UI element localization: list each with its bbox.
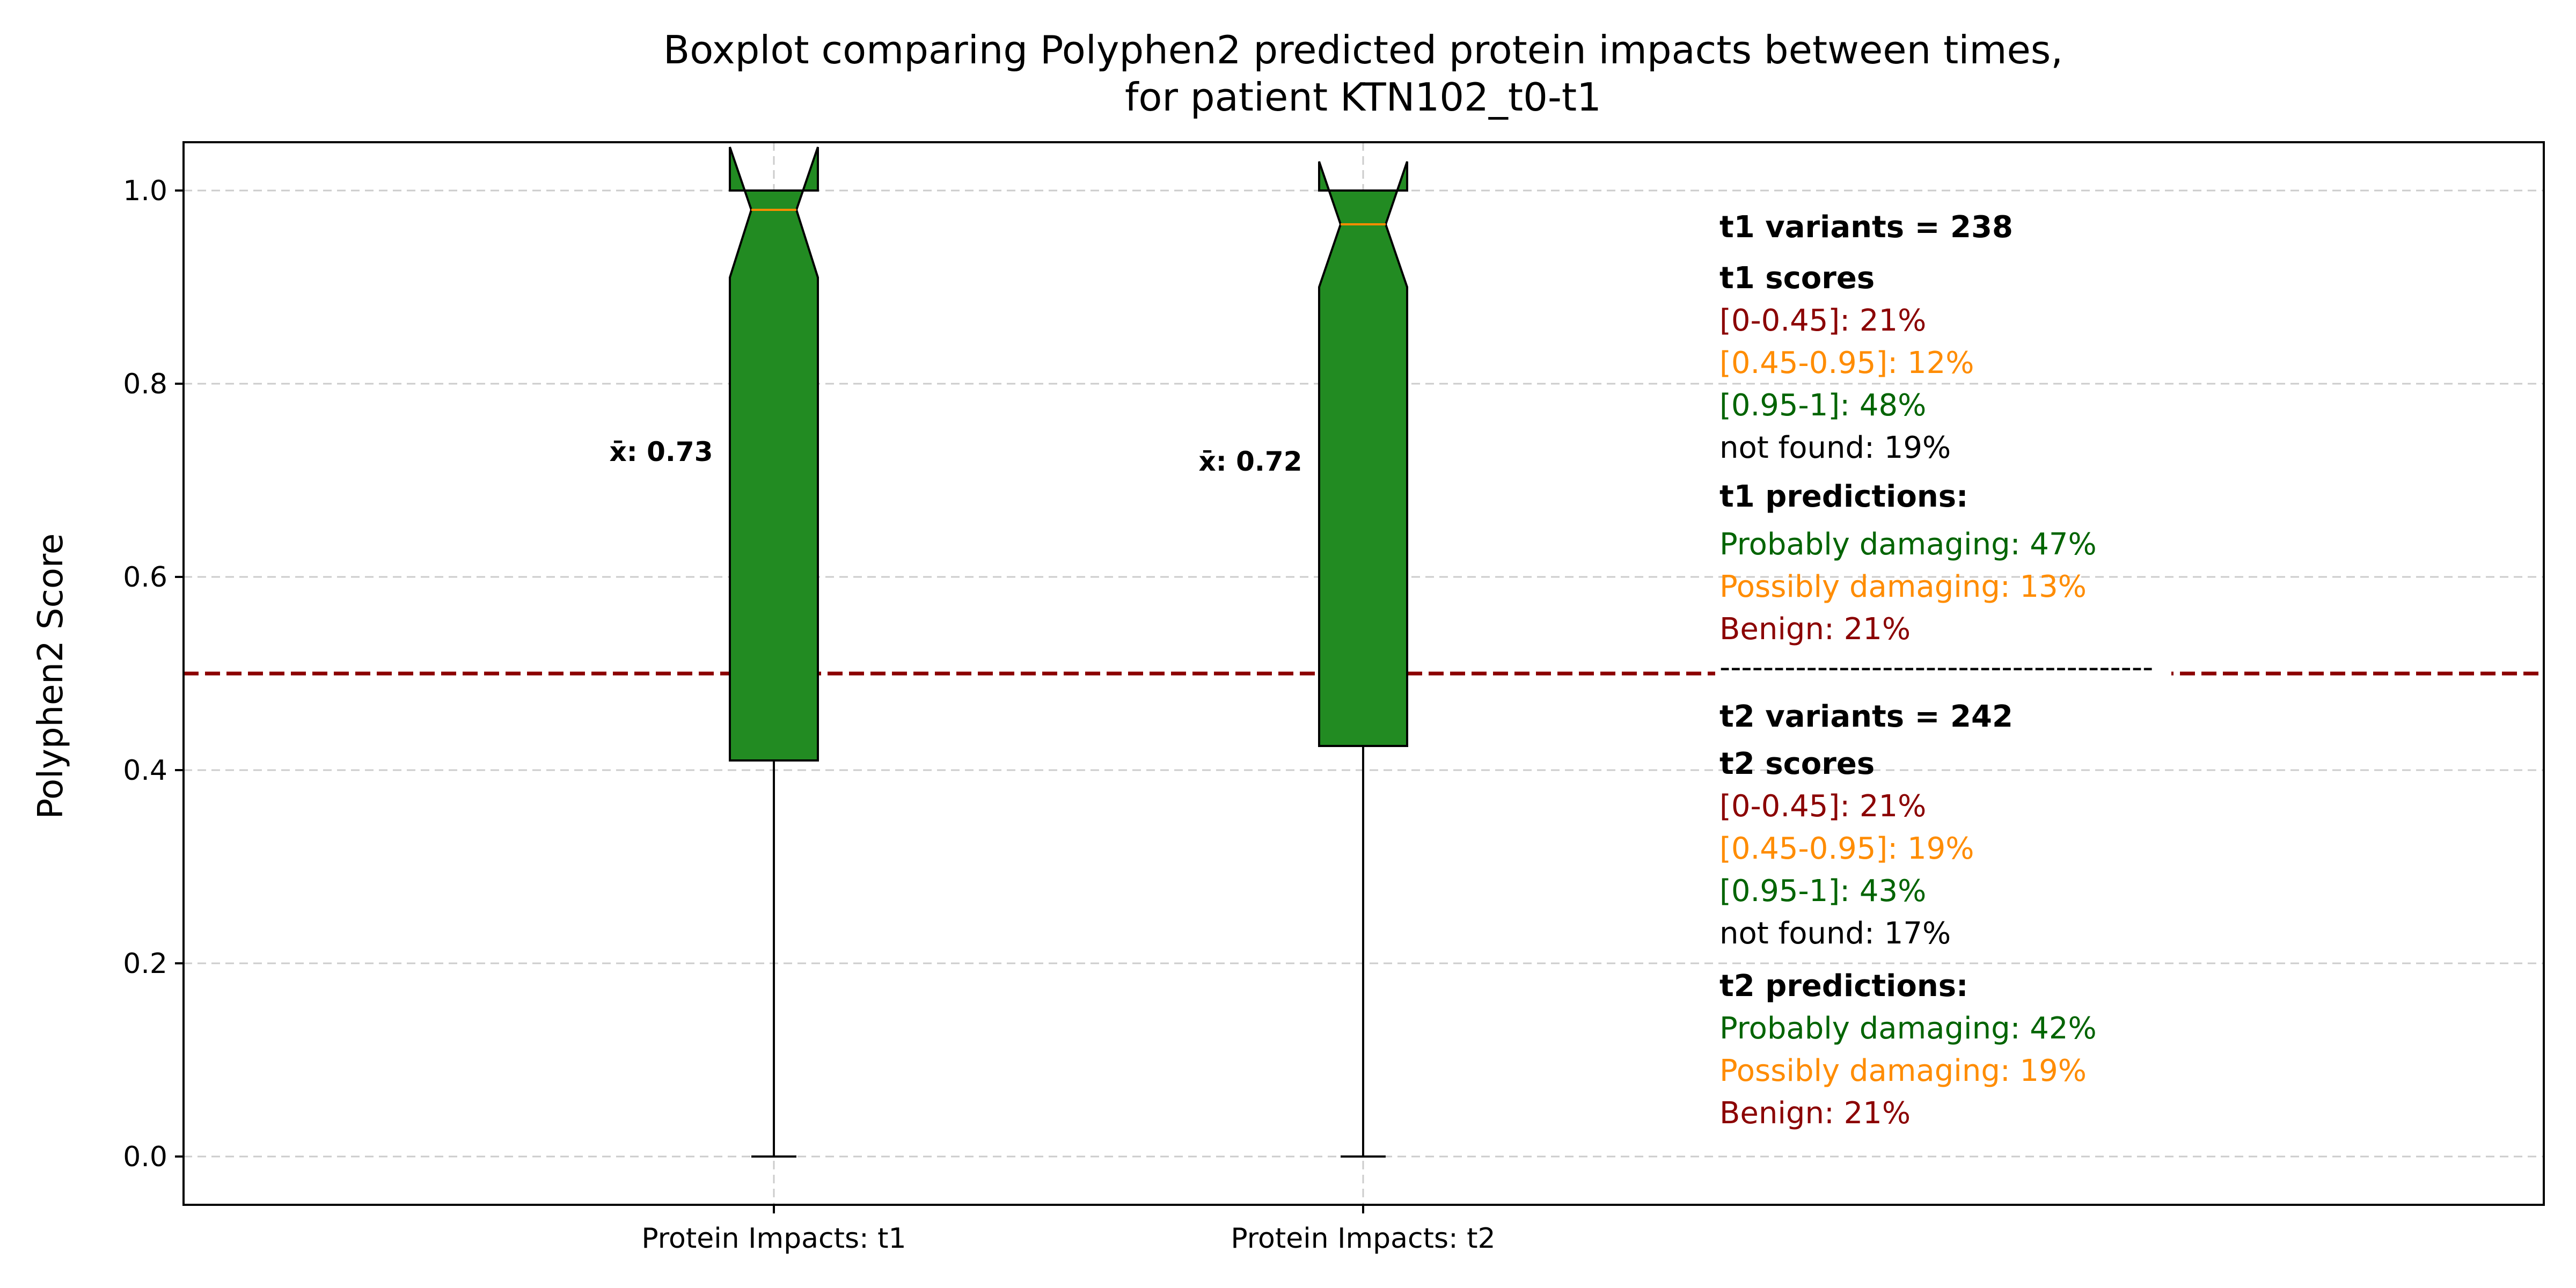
y-tick-label-3: 0.6 (123, 561, 167, 594)
chart-title-line2: for patient KTN102_t0-t1 (1125, 75, 1601, 120)
t2-predictions-header: t2 predictions: (1719, 969, 1968, 1004)
t2-poss-damaging: Possibly damaging: 19% (1719, 1053, 2087, 1088)
annotation-panel: t1 variants = 238 t1 scores [0-0.45]: 21… (1715, 210, 2171, 1131)
annotation-separator: ---------------------------------------- (1719, 650, 2153, 685)
y-tick-label-0: 0.0 (123, 1141, 167, 1173)
mean-label-1: x̄: 0.73 (609, 436, 713, 467)
box-1 (729, 147, 819, 762)
t2-not-found: not found: 17% (1719, 916, 1951, 951)
t1-scores-header: t1 scores (1719, 261, 1875, 296)
y-axis-label: Polyphen2 Score (31, 533, 71, 819)
y-tick-label-1: 0.2 (123, 948, 167, 980)
t1-variants-count: t1 variants = 238 (1719, 210, 2013, 245)
y-tick-label-4: 0.8 (123, 368, 167, 400)
t2-scores-header: t2 scores (1719, 747, 1875, 781)
axis-layer: 0.0 0.2 0.4 0.6 0.8 1.0 Protein Impacts: t1 Pro… (123, 141, 2545, 1255)
t2-prob-damaging: Probably damaging: 42% (1719, 1011, 2097, 1046)
x-tick-label-0: Protein Impacts: t1 (641, 1223, 906, 1255)
y-tick-label-2: 0.4 (123, 755, 167, 787)
t2-benign: Benign: 21% (1719, 1096, 1911, 1131)
x-tick-label-1: Protein Impacts: t2 (1231, 1223, 1495, 1255)
t2-score-low: [0-0.45]: 21% (1719, 789, 1926, 824)
t1-score-high: [0.95-1]: 48% (1719, 388, 1926, 423)
t1-not-found: not found: 19% (1719, 430, 1951, 465)
t1-poss-damaging: Possibly damaging: 13% (1719, 569, 2087, 604)
t1-score-mid: [0.45-0.95]: 12% (1719, 346, 1974, 380)
t1-prob-damaging: Probably damaging: 47% (1719, 527, 2097, 562)
separator-bg (1715, 663, 2171, 682)
y-tick-label-5: 1.0 (123, 175, 167, 207)
t2-variants-count: t2 variants = 242 (1719, 699, 2013, 734)
t2-score-mid: [0.45-0.95]: 19% (1719, 831, 1974, 866)
mean-label-2: x̄: 0.72 (1198, 446, 1302, 477)
chart-title-line1: Boxplot comparing Polyphen2 predicted pr… (663, 27, 2063, 72)
t1-benign: Benign: 21% (1719, 612, 1911, 647)
t2-score-high: [0.95-1]: 43% (1719, 874, 1926, 909)
box-2 (1318, 161, 1408, 747)
t1-score-low: [0-0.45]: 21% (1719, 303, 1926, 338)
box-layer: x̄: 0.73 x̄: 0.72 (609, 147, 1408, 1158)
t1-predictions-header: t1 predictions: (1719, 479, 1968, 514)
